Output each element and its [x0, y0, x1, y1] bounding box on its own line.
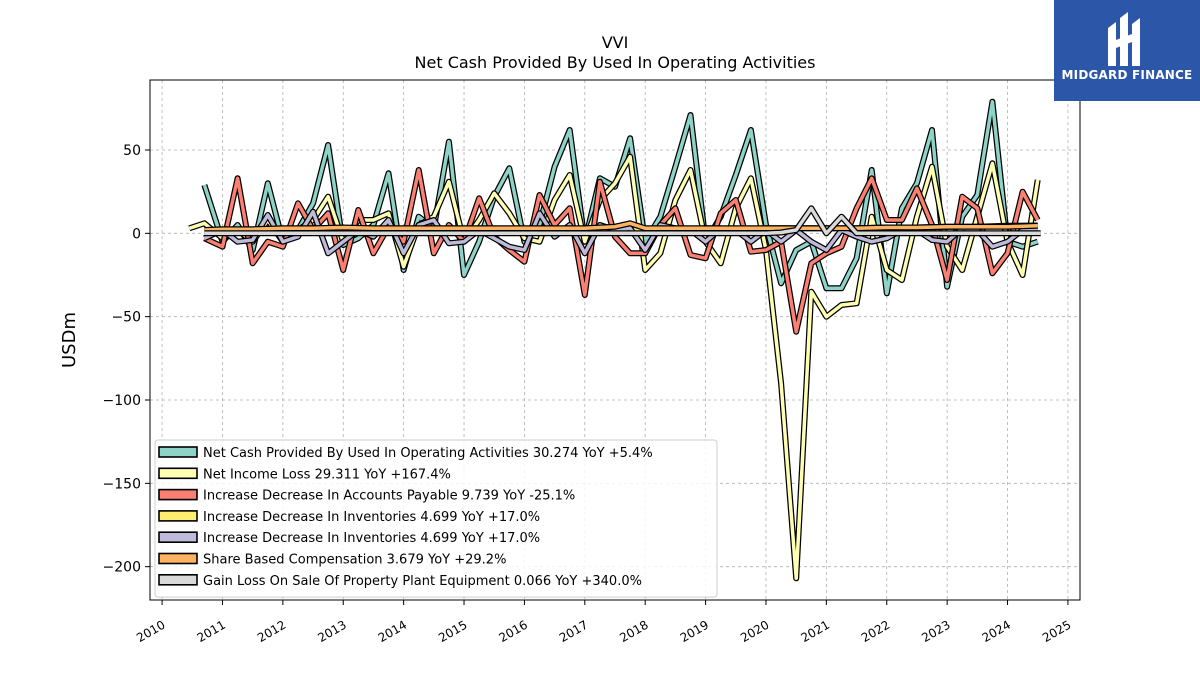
y-tick-label: −200	[103, 560, 141, 576]
legend-item: Share Based Compensation 3.679 YoY +29.2…	[158, 552, 506, 568]
x-tick-label: 2021	[798, 618, 831, 645]
x-tick-label: 2020	[738, 618, 771, 645]
x-tick-label: 2025	[1040, 618, 1073, 645]
legend-item: Increase Decrease In Inventories 4.699 Y…	[158, 510, 540, 525]
legend-label: Increase Decrease In Inventories 4.699 Y…	[203, 531, 540, 546]
series-line	[204, 206, 1041, 236]
x-tick-label: 2015	[436, 618, 469, 645]
x-tick-label: 2014	[376, 618, 409, 645]
series-layer	[188, 98, 1041, 582]
y-tick-label: −50	[111, 310, 141, 326]
series-line	[204, 221, 1038, 232]
brand-logo-icon	[1108, 12, 1140, 66]
brand-name: MIDGARD FINANCE	[1061, 68, 1193, 82]
y-tick-label: 50	[123, 143, 141, 159]
brand-logo: MIDGARD FINANCE	[1054, 0, 1200, 101]
legend-label: Net Cash Provided By Used In Operating A…	[203, 446, 653, 461]
legend-swatch	[158, 446, 198, 458]
legend-swatch	[158, 510, 198, 522]
legend-box	[154, 439, 718, 598]
plot-frame	[149, 79, 1081, 601]
y-tick-label: −100	[103, 393, 141, 409]
legend: Net Cash Provided By Used In Operating A…	[154, 439, 718, 598]
legend-swatch	[158, 488, 198, 501]
y-axis: 50 0 −50 −100 −150 −200	[103, 143, 150, 576]
x-tick-label: 2016	[497, 618, 530, 645]
series-6	[204, 205, 1041, 237]
chart-titles: VVI Net Cash Provided By Used In Operati…	[415, 33, 816, 72]
x-axis: 2010 2011 2012 2013 2014 2015 2016 2017 2018 2019…	[134, 600, 1073, 645]
x-tick-label: 2017	[557, 618, 590, 645]
x-tick-label: 2023	[919, 618, 952, 645]
legend-label: Increase Decrease In Accounts Payable 9.…	[203, 489, 575, 504]
legend-swatch	[158, 467, 198, 480]
legend-swatch	[158, 552, 198, 565]
legend-label: Gain Loss On Sale Of Property Plant Equi…	[203, 574, 642, 589]
series-line	[188, 154, 1040, 581]
chart-subtitle: Net Cash Provided By Used In Operating A…	[415, 53, 816, 72]
chart-title: VVI	[602, 33, 629, 52]
series-5	[204, 220, 1038, 233]
legend-item: Increase Decrease In Accounts Payable 9.…	[158, 488, 575, 504]
legend-label: Net Income Loss 29.311 YoY +167.4%	[203, 467, 451, 482]
legend-label: Share Based Compensation 3.679 YoY +29.2…	[203, 553, 506, 568]
x-tick-label: 2019	[678, 618, 711, 645]
legend-swatch	[158, 531, 198, 544]
legend-swatch	[158, 573, 198, 586]
x-tick-label: 2024	[980, 618, 1013, 645]
series-2	[203, 167, 1041, 335]
legend-item: Gain Loss On Sale Of Property Plant Equi…	[158, 573, 642, 589]
legend-item: Net Cash Provided By Used In Operating A…	[158, 446, 653, 461]
x-tick-label: 2018	[617, 618, 650, 645]
legend-item: Increase Decrease In Inventories 4.699 Y…	[158, 531, 540, 546]
series-line	[203, 168, 1040, 334]
x-tick-label: 2011	[195, 618, 228, 645]
x-tick-label: 2010	[134, 618, 167, 645]
y-tick-label: 0	[132, 226, 141, 242]
legend-item: Net Income Loss 29.311 YoY +167.4%	[158, 467, 451, 482]
x-tick-label: 2013	[315, 618, 348, 645]
y-tick-label: −150	[103, 476, 141, 492]
series-1	[188, 153, 1041, 582]
x-tick-label: 2022	[859, 618, 892, 645]
x-tick-label: 2012	[255, 618, 288, 645]
legend-label: Increase Decrease In Inventories 4.699 Y…	[203, 510, 540, 525]
y-axis-label: USDm	[59, 312, 80, 368]
